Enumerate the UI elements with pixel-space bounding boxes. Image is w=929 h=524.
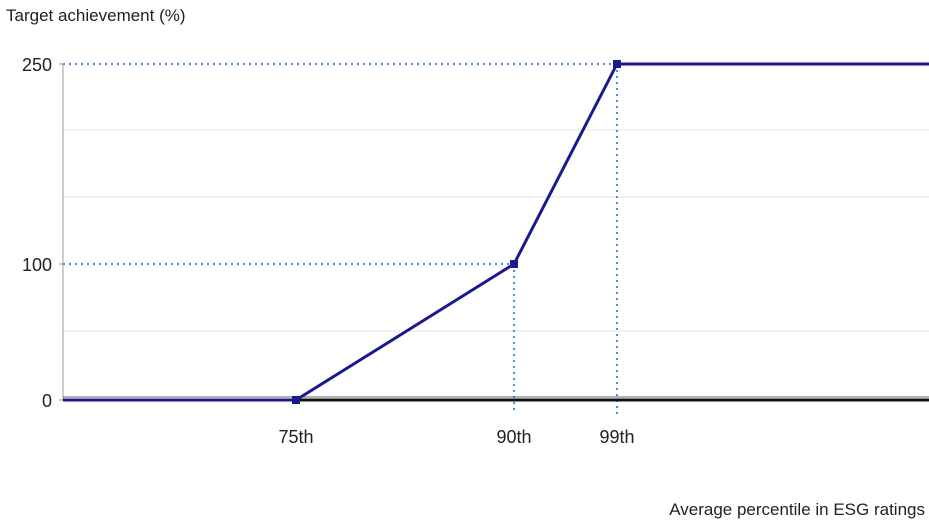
x-axis-title: Average percentile in ESG ratings (669, 500, 925, 519)
y-tick-label-0: 0 (42, 391, 52, 411)
y-tick-label-1: 100 (22, 255, 52, 275)
x-tick-label-2: 99th (599, 427, 634, 447)
data-point-1 (510, 260, 518, 268)
data-point-2 (613, 60, 621, 68)
y-tick-label-2: 250 (22, 55, 52, 75)
series-line (63, 62, 929, 402)
data-point-0 (292, 396, 300, 404)
y-axis-title: Target achievement (%) (6, 6, 186, 25)
x-tick-label-1: 90th (496, 427, 531, 447)
x-tick-label-0: 75th (278, 427, 313, 447)
